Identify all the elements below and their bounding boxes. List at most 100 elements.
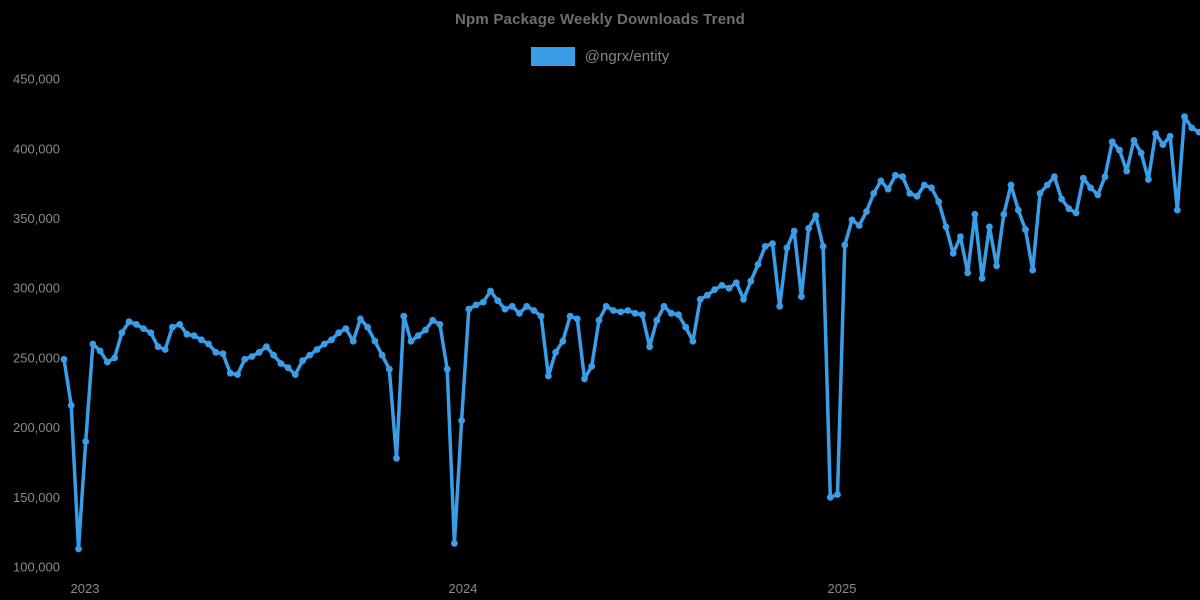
data-point[interactable] [234,371,241,378]
data-point[interactable] [1181,113,1188,121]
data-point[interactable] [451,539,458,547]
data-point[interactable] [906,190,914,197]
data-point[interactable] [1195,128,1200,136]
data-point[interactable] [60,355,68,363]
data-point[interactable] [826,493,834,501]
data-point[interactable] [971,210,979,218]
data-point[interactable] [1123,167,1131,175]
data-point[interactable] [617,308,625,316]
data-point[interactable] [508,302,516,310]
data-point[interactable] [1159,141,1167,149]
data-point[interactable] [479,298,487,306]
data-point[interactable] [624,307,632,314]
data-point[interactable] [884,185,892,193]
data-point[interactable] [140,325,147,332]
data-point[interactable] [1137,149,1145,157]
data-point[interactable] [1014,206,1022,214]
data-point[interactable] [631,309,639,317]
data-point[interactable] [291,371,299,378]
data-point[interactable] [393,454,400,462]
data-point[interactable] [67,401,75,409]
data-point[interactable] [1065,205,1073,213]
data-point[interactable] [790,227,798,235]
data-point[interactable] [1043,181,1051,189]
data-point[interactable] [516,309,523,317]
data-point[interactable] [610,307,617,314]
data-point[interactable] [349,337,357,345]
data-point[interactable] [1108,138,1116,146]
data-point[interactable] [935,198,943,206]
data-point[interactable] [458,417,465,424]
data-point[interactable] [313,346,321,353]
data-point[interactable] [205,340,213,348]
data-point[interactable] [747,277,755,285]
data-point[interactable] [342,325,350,332]
data-point[interactable] [212,348,220,356]
data-point[interactable] [161,346,169,353]
data-point[interactable] [1072,209,1080,217]
data-point[interactable] [1101,173,1109,181]
data-point[interactable] [740,296,747,303]
data-point[interactable] [855,222,863,229]
data-point[interactable] [523,302,531,310]
data-point[interactable] [928,184,935,192]
data-point[interactable] [443,365,451,373]
data-point[interactable] [761,243,769,250]
data-point[interactable] [682,323,690,331]
data-point[interactable] [957,233,964,241]
data-point[interactable] [689,337,697,345]
data-point[interactable] [357,315,364,323]
data-point[interactable] [725,284,733,292]
data-point[interactable] [1116,146,1123,154]
data-point[interactable] [993,262,1000,270]
legend-item[interactable]: @ngrx/entity [530,47,669,66]
data-point[interactable] [537,312,545,320]
data-point[interactable] [1087,184,1094,192]
data-point[interactable] [270,351,277,359]
data-point[interactable] [284,364,292,372]
data-point[interactable] [429,316,437,324]
data-point[interactable] [949,249,957,257]
data-point[interactable] [364,323,371,331]
data-point[interactable] [472,301,480,309]
data-point[interactable] [82,438,90,445]
data-point[interactable] [653,316,661,324]
data-point[interactable] [299,357,306,365]
series-line[interactable] [62,114,1200,551]
data-point[interactable] [96,347,104,355]
data-point[interactable] [277,360,285,367]
data-point[interactable] [371,337,379,345]
data-point[interactable] [877,177,885,185]
data-point[interactable] [436,321,444,328]
data-point[interactable] [545,372,552,380]
data-point[interactable] [335,329,343,337]
data-point[interactable] [602,302,610,310]
data-point[interactable] [306,351,314,359]
data-point[interactable] [176,321,184,328]
data-point[interactable] [385,365,393,373]
data-point[interactable] [118,329,126,337]
data-point[interactable] [920,181,928,189]
data-point[interactable] [169,323,176,331]
data-point[interactable] [942,223,950,231]
data-point[interactable] [863,208,870,215]
data-point[interactable] [501,305,509,313]
data-point[interactable] [414,332,422,339]
data-point[interactable] [732,279,740,286]
data-point[interactable] [263,343,270,351]
data-point[interactable] [1188,124,1196,132]
data-point[interactable] [378,351,386,359]
data-point[interactable] [667,309,675,317]
data-point[interactable] [805,224,812,232]
data-point[interactable] [154,343,162,351]
data-point[interactable] [552,348,559,356]
data-point[interactable] [104,358,111,366]
data-point[interactable] [783,244,791,252]
data-point[interactable] [899,173,906,181]
data-point[interactable] [588,362,596,370]
data-point[interactable] [1079,174,1087,182]
data-point[interactable] [465,305,473,313]
data-point[interactable] [1000,210,1008,218]
data-point[interactable] [1094,191,1102,199]
